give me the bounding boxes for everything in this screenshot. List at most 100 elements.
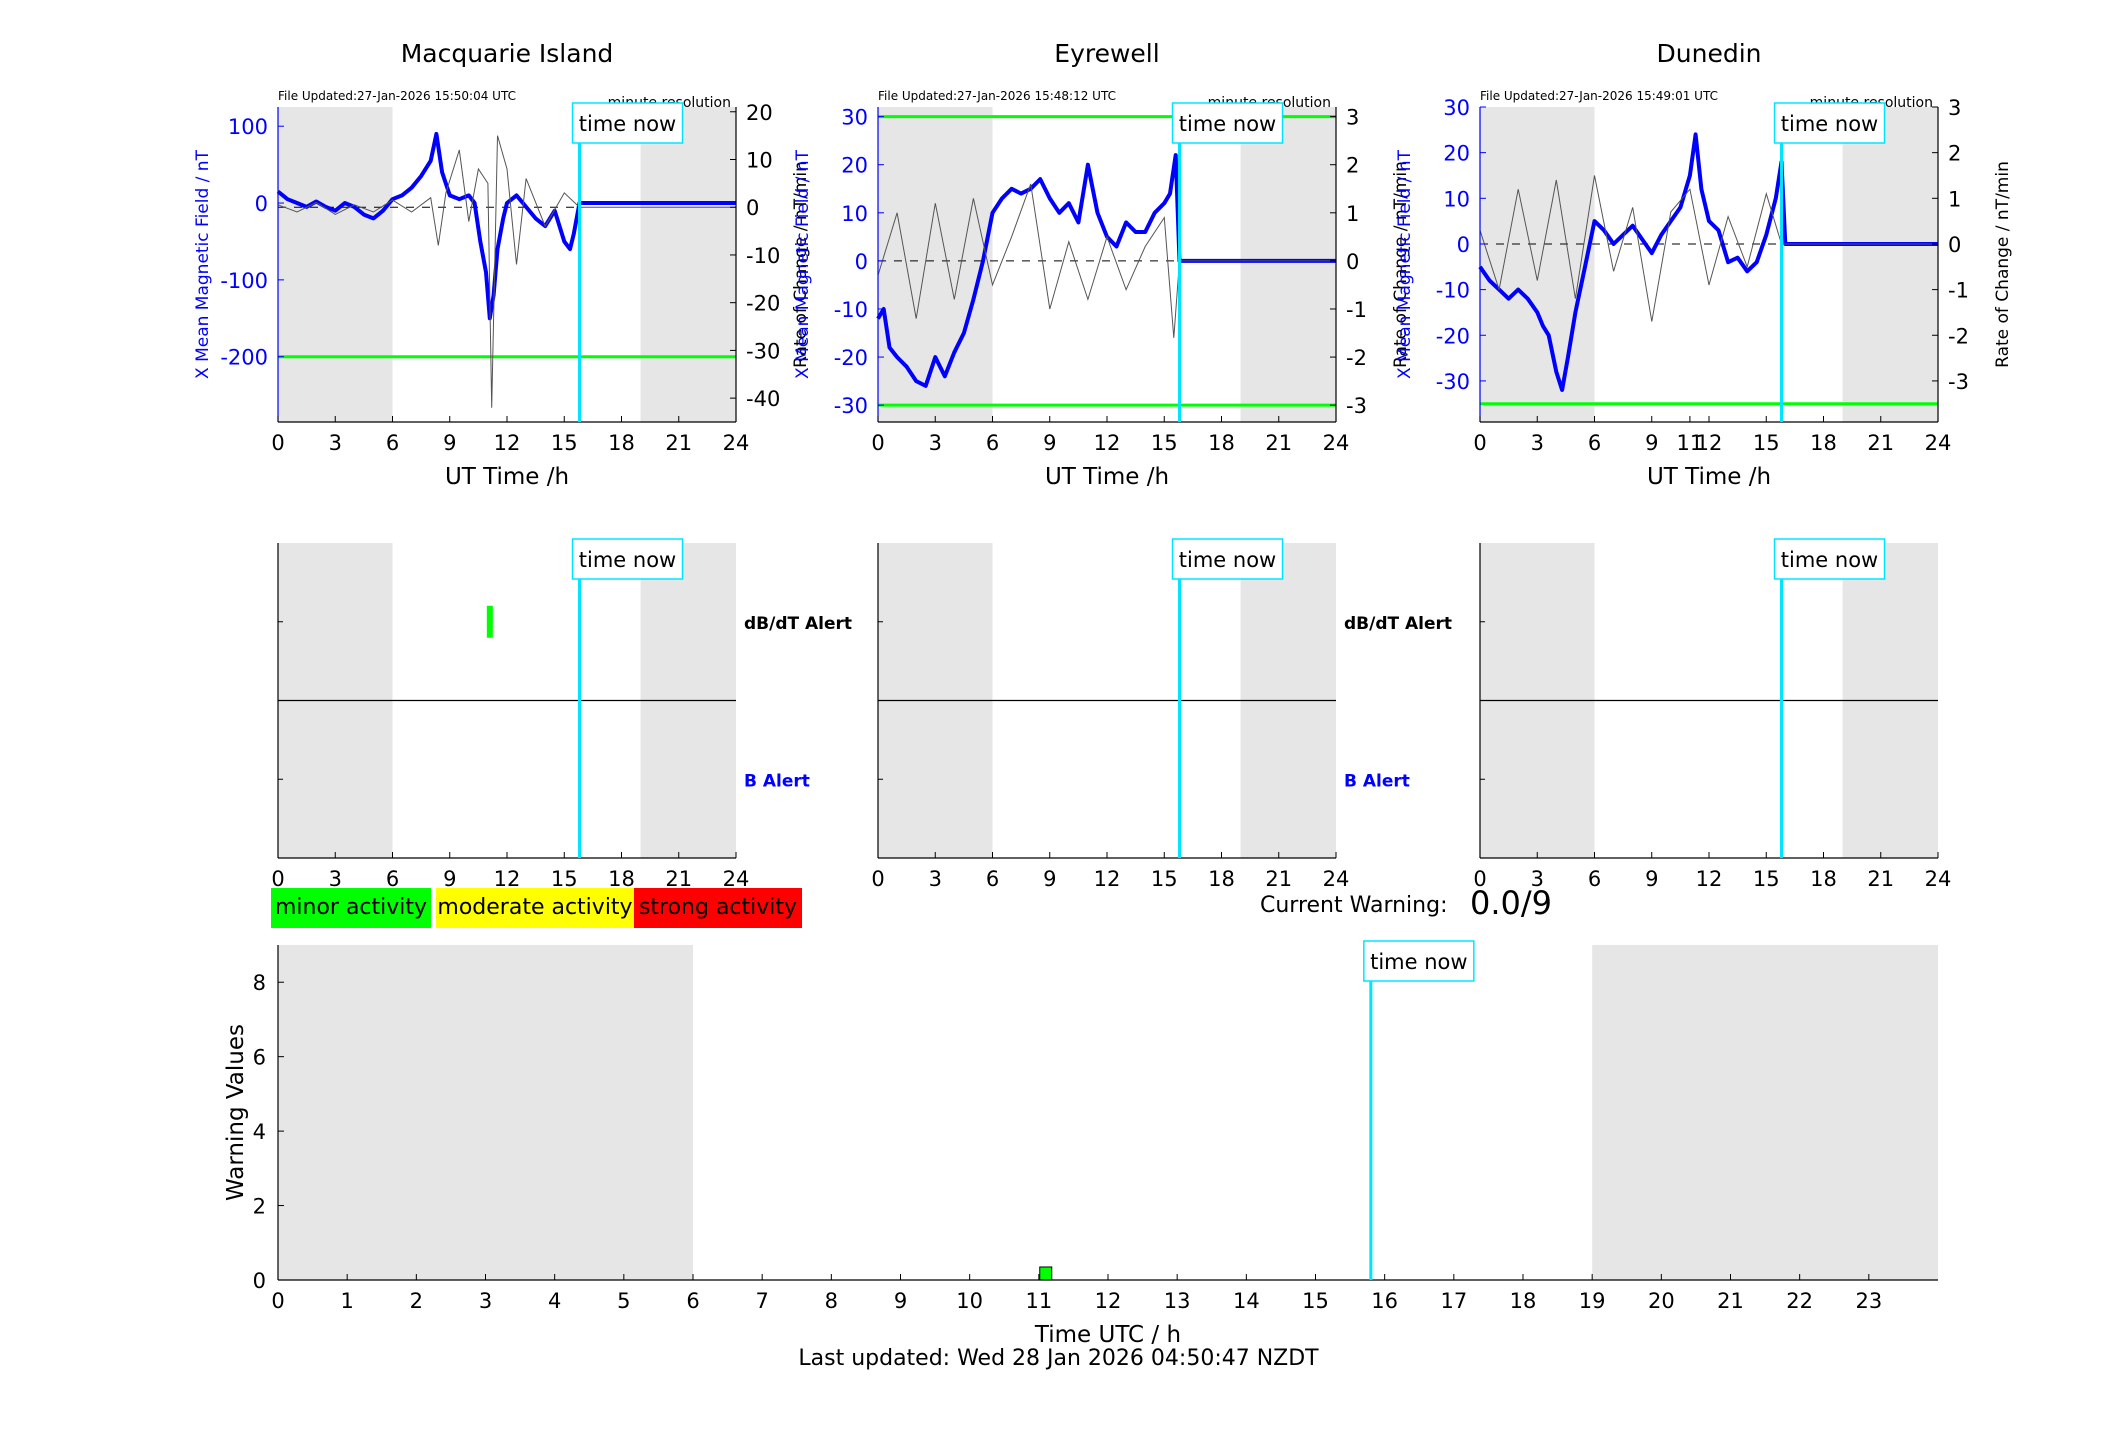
panel2-y-tick-label-2: 10: [841, 202, 868, 226]
panel1-x-tick-label-2: 6: [386, 431, 399, 455]
panel3-y-tick-label-1: 20: [1443, 142, 1470, 166]
panel1-x-tick-label-1: 3: [329, 431, 342, 455]
panel3-y-tick-label-5: -20: [1436, 324, 1470, 348]
warning-time-now-box: [1363, 940, 1475, 982]
alert1-x-tick-label-6: 18: [608, 867, 635, 891]
alert1-event-0: [486, 605, 493, 638]
alert2-x-tick-label-8: 24: [1323, 867, 1350, 891]
alert2-time-now-label: time now: [1179, 548, 1276, 572]
warning-night-band-1: [1592, 945, 1938, 1280]
alert2-x-tick-label-4: 12: [1094, 867, 1121, 891]
panel2-night-band-0: [878, 107, 993, 422]
panel2-y2-tick-label-1: 2: [1346, 154, 1359, 178]
warning-x-tick-label-13: 13: [1164, 1289, 1191, 1313]
panel3-time-now-box: [1773, 102, 1886, 144]
panel3-time-now-label: time now: [1781, 112, 1878, 136]
panel1-title: Macquarie Island: [401, 39, 614, 68]
alert3-x-tick-label-6: 18: [1810, 867, 1837, 891]
panel1-x-tick-label-8: 24: [723, 431, 750, 455]
panel3-y2-tick-label-4: -1: [1948, 279, 1969, 303]
panel3-y2label: Rate of Change / nT/min: [1993, 161, 2013, 368]
legend-moderate: moderate activity: [436, 888, 634, 928]
panel3-night-band-0: [1480, 107, 1595, 422]
panel2-y2label: Rate of Change / nT/min: [1391, 161, 1411, 368]
panel3-y-tick-label-2: 10: [1443, 187, 1470, 211]
alert1-x-tick-label-0: 0: [271, 867, 284, 891]
warning-x-tick-label-10: 10: [956, 1289, 983, 1313]
alert1-row-label-1: B Alert: [744, 771, 810, 791]
warning-x-tick-label-6: 6: [686, 1289, 699, 1313]
panel3-x-tick-label-0: 0: [1473, 431, 1486, 455]
alert3-x-tick-label-1: 3: [1531, 867, 1544, 891]
warning-x-tick-label-4: 4: [548, 1289, 561, 1313]
alert2-x-tick-label-7: 21: [1265, 867, 1292, 891]
alert2-row-label-0: dB/dT Alert: [1344, 614, 1452, 634]
current-warning-label: Current Warning:: [1260, 893, 1448, 918]
panel3-y-tick-label-6: -30: [1436, 370, 1470, 394]
panel3-x-tick-label-9: 24: [1925, 431, 1952, 455]
panel3-y-tick-label-0: 30: [1443, 96, 1470, 120]
panel3-x-tick-label-5: 12: [1696, 431, 1723, 455]
warning-x-tick-label-19: 19: [1579, 1289, 1606, 1313]
warning-x-tick-label-3: 3: [479, 1289, 492, 1313]
panel2-y-tick-label-6: -30: [834, 394, 868, 418]
panel3-title: Dunedin: [1657, 39, 1762, 68]
panel2-x-tick-label-6: 18: [1208, 431, 1235, 455]
alert2-time-now-box: [1171, 538, 1284, 580]
panel2-x-tick-label-1: 3: [929, 431, 942, 455]
alert2-row-label-1: B Alert: [1344, 771, 1410, 791]
panel1-xlabel: UT Time /h: [445, 464, 569, 490]
alert1-x-tick-label-2: 6: [386, 867, 399, 891]
panel2-x-tick-label-5: 15: [1151, 431, 1178, 455]
panel2-y-tick-label-1: 20: [841, 154, 868, 178]
warning-x-tick-label-1: 1: [340, 1289, 353, 1313]
alert1-time-now-box: [571, 538, 684, 580]
panel3-y2-tick-label-6: -3: [1948, 370, 1969, 394]
panel1-x-tick-label-3: 9: [443, 431, 456, 455]
panel2-y-tick-label-4: -10: [834, 298, 868, 322]
panel3-x-tick-label-2: 6: [1588, 431, 1601, 455]
warning-ylabel: Warning Values: [223, 1024, 249, 1201]
panel3-x-tick-label-3: 9: [1645, 431, 1658, 455]
warning-y-tick-label-1: 2: [253, 1195, 266, 1219]
panel2-y-tick-label-5: -20: [834, 346, 868, 370]
alert2-x-tick-label-0: 0: [871, 867, 884, 891]
panel2-y2-tick-label-2: 1: [1346, 202, 1359, 226]
panel3-y-tick-label-3: 0: [1457, 233, 1470, 257]
panel3-field-series: [1478, 132, 1938, 392]
panel1-time-now-label: time now: [579, 112, 676, 136]
warning-x-tick-label-15: 15: [1302, 1289, 1329, 1313]
current-warning-value: 0.0/9: [1470, 884, 1553, 922]
warning-x-tick-label-17: 17: [1440, 1289, 1467, 1313]
alert1-x-tick-label-5: 15: [551, 867, 578, 891]
alert3-x-tick-label-4: 12: [1696, 867, 1723, 891]
panel3-y-tick-label-4: -10: [1436, 279, 1470, 303]
panel2-title: Eyrewell: [1054, 39, 1159, 68]
warning-x-tick-label-0: 0: [271, 1289, 284, 1313]
alert1-x-tick-label-4: 12: [494, 867, 521, 891]
alert3-x-tick-label-7: 21: [1867, 867, 1894, 891]
panel1-y2-tick-label-2: 0: [746, 196, 759, 220]
warning-x-tick-label-9: 9: [894, 1289, 907, 1313]
panel3-y2-tick-label-1: 2: [1948, 142, 1961, 166]
panel2-x-tick-label-0: 0: [871, 431, 884, 455]
panel2-rate-series: [877, 183, 1336, 338]
alert1-x-tick-label-7: 21: [665, 867, 692, 891]
panel3-y2-tick-label-0: 3: [1948, 96, 1961, 120]
panel1-y2-tick-label-3: -10: [746, 244, 780, 268]
warning-x-tick-label-8: 8: [825, 1289, 838, 1313]
panel2-ylabel: X Mean Magnetic Field / nT: [793, 149, 813, 379]
warning-x-tick-label-2: 2: [410, 1289, 423, 1313]
panel3-y2-tick-label-5: -2: [1948, 324, 1969, 348]
warning-x-tick-label-11: 11: [1025, 1289, 1052, 1313]
panel1-y2-tick-label-4: -20: [746, 292, 780, 316]
panel2-time-now-box: [1171, 102, 1284, 144]
panel2-y-tick-label-0: 30: [841, 106, 868, 130]
alert1-x-tick-label-3: 9: [443, 867, 456, 891]
panel3-ylabel: X Mean Magnetic Field / nT: [1395, 149, 1415, 379]
panel1-night-band-0: [278, 107, 393, 422]
panel2-time-now-label: time now: [1179, 112, 1276, 136]
alert3-x-tick-label-5: 15: [1753, 867, 1780, 891]
warning-time-now-label: time now: [1370, 950, 1467, 974]
panel2-x-tick-label-3: 9: [1043, 431, 1056, 455]
